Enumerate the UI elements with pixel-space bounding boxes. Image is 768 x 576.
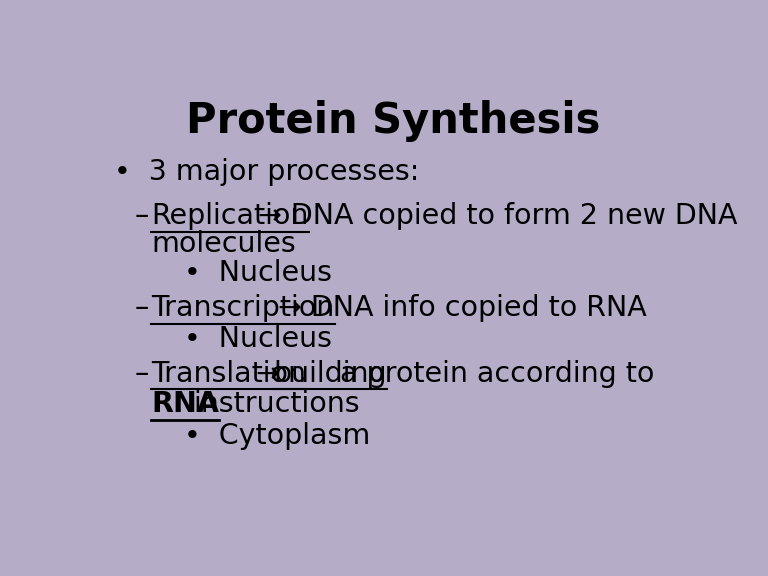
- Text: •  Cytoplasm: • Cytoplasm: [184, 422, 370, 450]
- Text: –: –: [134, 202, 149, 230]
- Text: → DNA info copied to RNA: → DNA info copied to RNA: [277, 294, 647, 323]
- Text: → DNA copied to form 2 new DNA: → DNA copied to form 2 new DNA: [258, 202, 737, 230]
- Text: Replication: Replication: [151, 202, 309, 230]
- Text: Translation: Translation: [151, 359, 306, 388]
- Text: instructions: instructions: [193, 390, 359, 418]
- Text: •  Nucleus: • Nucleus: [184, 325, 332, 353]
- Text: •  Nucleus: • Nucleus: [184, 259, 332, 286]
- Text: →: →: [256, 359, 280, 388]
- Text: RNA: RNA: [151, 390, 219, 418]
- Text: molecules: molecules: [151, 230, 296, 258]
- Text: Transcription: Transcription: [151, 294, 335, 323]
- Text: building: building: [273, 359, 387, 388]
- Text: a protein according to: a protein according to: [340, 359, 654, 388]
- Text: Protein Synthesis: Protein Synthesis: [187, 100, 601, 142]
- Text: –: –: [134, 359, 149, 388]
- Text: –: –: [134, 294, 149, 323]
- Text: •  3 major processes:: • 3 major processes:: [114, 158, 419, 186]
